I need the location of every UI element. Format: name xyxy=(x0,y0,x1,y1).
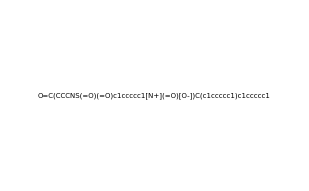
Text: O=C(CCCNS(=O)(=O)c1ccccc1[N+](=O)[O-])C(c1ccccc1)c1ccccc1: O=C(CCCNS(=O)(=O)c1ccccc1[N+](=O)[O-])C(… xyxy=(38,92,271,99)
